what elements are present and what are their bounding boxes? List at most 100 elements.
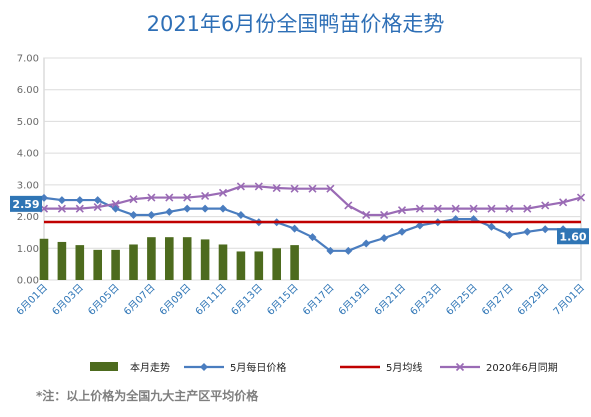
bar	[147, 237, 156, 280]
x-tick-label: 6月23日	[408, 282, 444, 318]
y-tick-label: 6.00	[17, 85, 39, 96]
data-point	[397, 206, 407, 215]
chart-title: 2021年6月份全国鸭苗价格走势	[146, 12, 445, 36]
bar	[165, 237, 174, 280]
legend-label: 2020年6月同期	[486, 361, 558, 374]
series-line	[43, 196, 564, 252]
data-point	[362, 210, 371, 220]
legend-label: 本月走势	[130, 361, 170, 374]
data-point	[380, 210, 389, 220]
x-tick-label: 6月17日	[300, 282, 336, 318]
data-point	[326, 184, 335, 193]
data-point	[183, 204, 192, 213]
data-point	[308, 233, 317, 242]
legend-label: 5月每日价格	[230, 361, 286, 374]
y-tick-label: 1.00	[17, 244, 39, 255]
x-tick-label: 6月29日	[515, 282, 551, 318]
bar	[254, 251, 264, 280]
data-point	[129, 195, 138, 204]
data-point	[415, 204, 424, 213]
x-tick-label: 6月09日	[157, 282, 193, 318]
data-point	[326, 246, 335, 255]
data-point	[290, 224, 299, 233]
data-point	[469, 204, 478, 213]
data-point	[218, 188, 228, 197]
bar	[182, 237, 192, 280]
data-point	[415, 221, 424, 230]
data-point	[451, 204, 460, 213]
data-point	[147, 210, 156, 219]
data-point	[433, 204, 442, 213]
bar	[290, 245, 299, 280]
data-point	[219, 204, 227, 213]
data-point	[362, 239, 371, 248]
x-tick-label: 6月25日	[444, 282, 480, 318]
data-point	[254, 182, 263, 191]
data-point	[75, 196, 84, 205]
data-point	[183, 193, 192, 202]
x-tick-label: 6月19日	[336, 282, 372, 318]
data-point	[505, 204, 514, 213]
bar	[39, 238, 49, 280]
data-point	[290, 184, 299, 193]
data-point	[559, 198, 568, 207]
data-point	[201, 204, 210, 213]
data-point	[272, 183, 281, 193]
bar	[129, 244, 138, 280]
data-point	[236, 210, 245, 219]
data-point	[236, 182, 245, 191]
data-point	[57, 196, 66, 205]
y-tick-label: 3.00	[17, 180, 39, 191]
bar	[111, 249, 120, 280]
data-label-box	[10, 195, 42, 212]
data-point	[93, 202, 102, 212]
data-point	[201, 191, 210, 201]
data-label: 2.59	[12, 198, 39, 211]
data-point	[75, 204, 84, 213]
data-point	[576, 193, 586, 202]
x-tick-label: 6月15日	[265, 282, 301, 318]
legend-marker	[200, 363, 208, 371]
bar	[200, 239, 210, 280]
bar	[93, 249, 102, 280]
x-tick-label: 6月01日	[14, 282, 50, 318]
x-tick-label: 6月13日	[229, 282, 265, 318]
data-point	[523, 227, 532, 236]
legend-marker	[455, 362, 465, 372]
legend-swatch	[90, 362, 118, 371]
data-point	[111, 199, 120, 208]
data-label: 1.60	[559, 230, 586, 243]
data-point	[129, 210, 138, 219]
legend-label: 5月均线	[386, 361, 422, 374]
x-tick-label: 6月05日	[86, 282, 122, 318]
data-point	[541, 225, 550, 234]
bar	[272, 248, 281, 280]
bar	[75, 245, 85, 280]
data-point	[344, 201, 353, 210]
data-point	[93, 196, 102, 205]
data-point	[308, 184, 317, 193]
y-tick-label: 0.00	[17, 276, 39, 287]
y-tick-label: 7.00	[17, 54, 39, 65]
y-tick-label: 2.00	[17, 212, 39, 223]
plot-frame	[43, 57, 582, 281]
x-tick-label: 6月11日	[193, 282, 229, 318]
x-tick-label: 7月01日	[551, 282, 587, 318]
data-label-box	[557, 228, 589, 245]
data-point	[487, 204, 496, 213]
y-tick-label: 5.00	[17, 117, 39, 128]
data-point	[165, 207, 174, 216]
data-point	[147, 193, 156, 202]
bar	[218, 244, 228, 280]
y-tick-label: 4.00	[17, 149, 39, 160]
data-point	[487, 222, 496, 231]
data-point	[398, 227, 406, 236]
bar	[57, 241, 67, 280]
footnote: *注：以上价格为全国九大主产区平均价格	[36, 389, 259, 403]
x-tick-label: 6月07日	[121, 282, 157, 318]
data-point	[165, 193, 174, 202]
bar	[236, 251, 246, 280]
x-tick-label: 6月27日	[479, 282, 515, 318]
data-point	[57, 204, 66, 213]
